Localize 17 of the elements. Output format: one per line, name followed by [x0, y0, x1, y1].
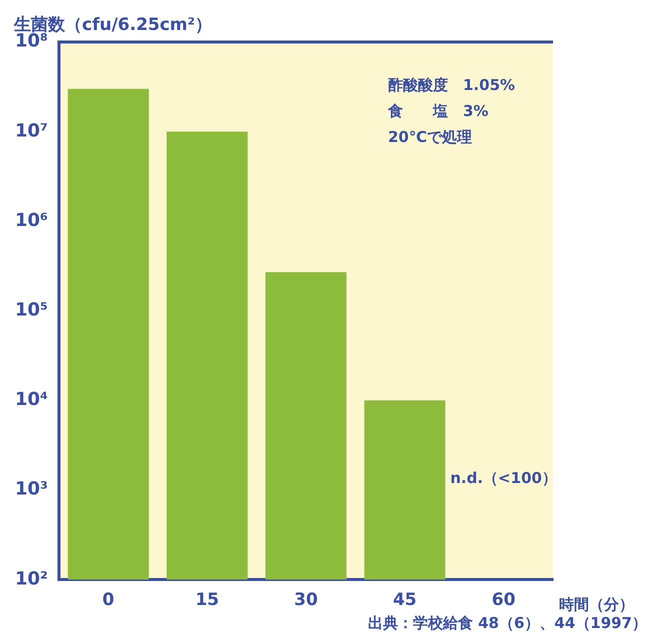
annotation: 食 塩 3% — [387, 102, 488, 120]
x-tick-label: 30 — [294, 590, 318, 610]
y-tick-label: 10³ — [14, 478, 48, 500]
y-tick-label: 10⁶ — [14, 210, 48, 231]
y-tick-label: 10⁵ — [14, 299, 48, 320]
x-tick-label: 60 — [492, 590, 516, 610]
y-tick-label: 10⁴ — [14, 389, 48, 410]
y-tick-label: 10² — [14, 568, 48, 590]
x-tick-label: 0 — [102, 590, 114, 610]
y-tick-label: 10⁷ — [14, 120, 48, 142]
x-tick-label: 15 — [195, 590, 219, 610]
x-axis-title: 時間（分） — [559, 596, 634, 614]
annotation: 酢酸酸度 1.05% — [388, 76, 516, 94]
x-tick-label: 45 — [392, 590, 417, 610]
source-note: 出典：学校給食 48（6）、44（1997） — [368, 614, 647, 632]
annotation: n.d.（<100） — [450, 468, 557, 487]
annotation: 20℃で処理 — [388, 128, 472, 146]
